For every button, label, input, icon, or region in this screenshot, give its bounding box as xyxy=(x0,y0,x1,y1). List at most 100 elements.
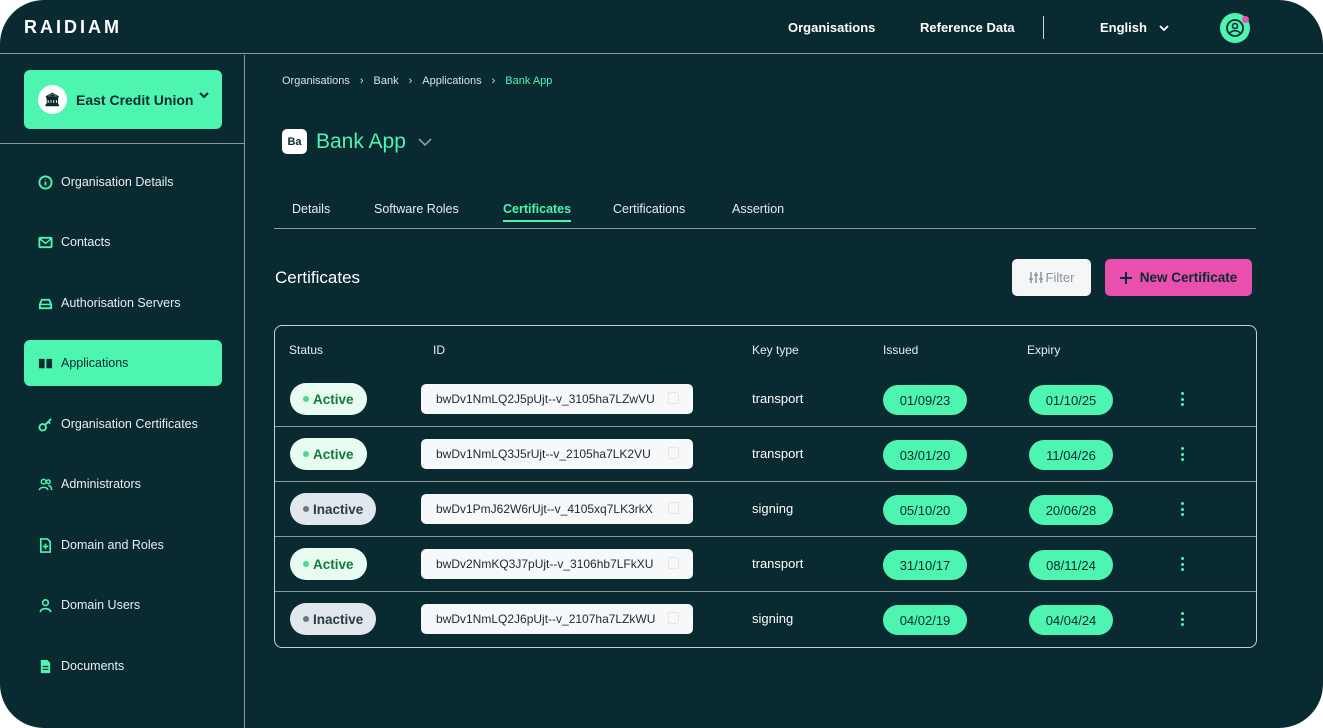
status-label: Inactive xyxy=(313,611,364,627)
issued-date: 05/10/20 xyxy=(883,495,967,525)
nav-organisations[interactable]: Organisations xyxy=(788,20,876,35)
key-type: transport xyxy=(752,556,804,571)
tab-software-roles[interactable]: Software Roles xyxy=(374,202,459,216)
filter-button[interactable]: Filter xyxy=(1012,259,1091,296)
user-circle-icon xyxy=(1226,19,1244,37)
notification-dot xyxy=(1242,16,1249,23)
filter-label: Filter xyxy=(1045,270,1075,285)
new-certificate-button[interactable]: New Certificate xyxy=(1105,259,1252,296)
issued-date: 03/01/20 xyxy=(883,440,967,470)
status-dot xyxy=(303,561,309,567)
status-label: Active xyxy=(313,391,354,407)
more-options-icon[interactable] xyxy=(1179,557,1185,571)
divider xyxy=(0,143,245,144)
organisation-name: East Credit Union xyxy=(76,91,194,108)
sidebar-item-authorisation-servers[interactable]: Authorisation Servers xyxy=(24,280,222,326)
breadcrumb-bank[interactable]: Bank xyxy=(373,75,399,87)
table-row: Active bwDv1NmLQ2J5pUjt--v_3105ha7LZwVU … xyxy=(275,372,1256,427)
chevron-down-icon xyxy=(1158,25,1169,32)
certificate-id: bwDv1NmLQ2J6pUjt--v_2107ha7LZkWU xyxy=(436,612,656,626)
sidebar-item-applications[interactable]: Applications xyxy=(24,340,222,386)
sidebar-item-administrators[interactable]: Administrators xyxy=(24,461,222,507)
sidebar-item-label: Documents xyxy=(61,659,125,673)
server-icon xyxy=(38,298,53,309)
sliders-icon xyxy=(1028,272,1043,283)
tab-assertion[interactable]: Assertion xyxy=(732,202,785,216)
section-title: Certificates xyxy=(275,268,361,287)
more-options-icon[interactable] xyxy=(1179,502,1185,516)
copy-icon[interactable] xyxy=(668,447,679,459)
sidebar-item-label: Domain and Roles xyxy=(61,538,164,552)
column-header-expiry: Expiry xyxy=(1027,343,1061,357)
sidebar-item-documents[interactable]: Documents xyxy=(24,643,222,689)
status-badge: Active xyxy=(290,548,367,580)
user-avatar[interactable] xyxy=(1220,13,1250,43)
issued-date: 04/02/19 xyxy=(883,605,967,635)
certificate-id: bwDv2NmKQ3J7pUjt--v_3106hb7LFkXU xyxy=(436,557,654,571)
more-options-icon[interactable] xyxy=(1179,392,1185,406)
plus-icon xyxy=(1119,271,1132,284)
chevron-down-icon xyxy=(199,92,209,99)
more-options-icon[interactable] xyxy=(1179,447,1185,461)
tab-certifications[interactable]: Certifications xyxy=(613,202,686,216)
certificate-id: bwDv1NmLQ2J5pUjt--v_3105ha7LZwVU xyxy=(436,392,655,406)
copy-icon[interactable] xyxy=(668,392,679,404)
breadcrumb: Organisations › Bank › Applications › Bank … xyxy=(282,75,562,87)
language-label: English xyxy=(1100,20,1147,35)
breadcrumb-organisations[interactable]: Organisations xyxy=(282,75,350,87)
bank-icon: 🏛 xyxy=(38,85,67,114)
issued-date: 01/09/23 xyxy=(883,385,967,415)
more-options-icon[interactable] xyxy=(1179,612,1185,626)
copy-icon[interactable] xyxy=(668,502,679,514)
organisation-selector[interactable]: 🏛 East Credit Union xyxy=(24,70,222,129)
chevron-right-icon: › xyxy=(359,75,364,87)
user-icon xyxy=(39,598,52,612)
status-badge: Active xyxy=(290,383,367,415)
copy-icon[interactable] xyxy=(668,557,679,569)
certificate-id-field[interactable]: bwDv2NmKQ3J7pUjt--v_3106hb7LFkXU xyxy=(421,549,693,579)
breadcrumb-current: Bank App xyxy=(505,75,553,87)
app-selector[interactable]: Ba Bank App xyxy=(282,129,433,154)
status-label: Active xyxy=(313,556,354,572)
copy-icon[interactable] xyxy=(668,612,679,624)
status-label: Inactive xyxy=(313,501,364,517)
expiry-date: 04/04/24 xyxy=(1029,605,1113,635)
nav-reference-data[interactable]: Reference Data xyxy=(920,20,1015,35)
tab-details[interactable]: Details xyxy=(292,202,331,216)
sidebar-item-organisation-certificates[interactable]: Organisation Certificates xyxy=(24,401,222,447)
sidebar-item-label: Contacts xyxy=(61,235,111,249)
sidebar-item-domain-users[interactable]: Domain Users xyxy=(24,582,222,628)
sidebar-item-organisation-details[interactable]: Organisation Details xyxy=(24,159,222,205)
expiry-date: 20/06/28 xyxy=(1029,495,1113,525)
breadcrumb-applications[interactable]: Applications xyxy=(422,75,482,87)
certificate-id-field[interactable]: bwDv1PmJ62W6rUjt--v_4105xq7LK3rkX xyxy=(421,494,693,524)
key-type: transport xyxy=(752,391,804,406)
expiry-date: 08/11/24 xyxy=(1029,550,1113,580)
sidebar-item-label: Domain Users xyxy=(61,598,141,612)
document-icon xyxy=(40,659,51,673)
certificate-id-field[interactable]: bwDv1NmLQ2J6pUjt--v_2107ha7LZkWU xyxy=(421,604,693,634)
sidebar-item-contacts[interactable]: Contacts xyxy=(24,219,222,265)
table-row: Active bwDv1NmLQ3J5rUjt--v_2105ha7LK2VU … xyxy=(275,427,1256,482)
tab-certificates[interactable]: Certificates xyxy=(503,202,572,222)
column-header-issued: Issued xyxy=(883,343,919,357)
table-row: Inactive bwDv1NmLQ2J6pUjt--v_2107ha7LZkW… xyxy=(275,592,1256,647)
page-title: Bank App xyxy=(316,129,406,153)
new-certificate-label: New Certificate xyxy=(1139,270,1238,285)
certificate-id: bwDv1PmJ62W6rUjt--v_4105xq7LK3rkX xyxy=(436,502,653,516)
sidebar-item-label: Authorisation Servers xyxy=(61,296,181,310)
sidebar: 🏛 East Credit Union Organisation Details… xyxy=(0,55,245,728)
sidebar-item-domain-and-roles[interactable]: Domain and Roles xyxy=(24,522,222,568)
status-badge: Active xyxy=(290,438,367,470)
certificate-id-field[interactable]: bwDv1NmLQ2J5pUjt--v_3105ha7LZwVU xyxy=(421,384,693,414)
key-type: transport xyxy=(752,446,804,461)
info-icon xyxy=(38,174,53,190)
raidiam-logo[interactable]: RAIDIAM xyxy=(24,17,122,37)
app-badge: Ba xyxy=(282,129,307,154)
certificate-id-field[interactable]: bwDv1NmLQ3J5rUjt--v_2105ha7LK2VU xyxy=(421,439,693,469)
column-header-key-type: Key type xyxy=(752,343,799,357)
users-icon xyxy=(38,478,53,490)
issued-date: 31/10/17 xyxy=(883,550,967,580)
sidebar-item-label: Applications xyxy=(61,356,129,370)
language-select[interactable]: English xyxy=(1100,20,1169,35)
